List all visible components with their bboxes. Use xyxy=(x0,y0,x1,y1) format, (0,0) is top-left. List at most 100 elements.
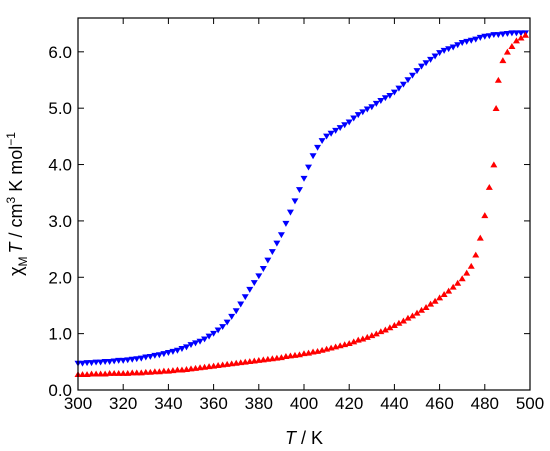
data-point xyxy=(413,68,421,75)
x-tick-label: 320 xyxy=(109,394,137,413)
data-point xyxy=(110,358,118,365)
data-point xyxy=(449,44,457,51)
data-point xyxy=(517,30,525,37)
data-point xyxy=(119,357,127,364)
data-point xyxy=(219,324,227,331)
data-point xyxy=(458,275,466,282)
data-point xyxy=(476,234,484,241)
data-point xyxy=(323,133,331,140)
data-point xyxy=(399,81,407,88)
data-point xyxy=(368,332,376,339)
y-tick-label: 1.0 xyxy=(48,325,72,344)
data-point xyxy=(381,326,389,333)
y-axis-title-unit-a: / cm xyxy=(6,203,26,242)
data-point xyxy=(472,251,480,258)
y-axis-title-sub: M xyxy=(16,256,30,266)
data-point xyxy=(440,291,448,297)
data-point xyxy=(418,306,426,313)
data-point xyxy=(372,330,380,337)
data-point xyxy=(268,249,276,256)
data-point xyxy=(237,301,245,308)
data-point xyxy=(119,369,127,376)
data-point xyxy=(508,43,516,49)
data-point xyxy=(169,348,177,355)
data-point xyxy=(83,360,91,367)
data-point xyxy=(115,369,123,376)
data-point xyxy=(327,130,335,137)
data-point xyxy=(512,37,520,44)
data-point xyxy=(418,63,426,70)
data-point xyxy=(146,353,154,360)
data-point xyxy=(128,356,136,363)
data-point xyxy=(363,106,371,113)
data-point xyxy=(499,31,507,38)
data-point xyxy=(345,340,353,347)
data-point xyxy=(341,122,349,129)
data-point xyxy=(481,33,489,40)
data-point xyxy=(377,98,385,105)
data-point xyxy=(463,38,471,45)
x-axis-ticks: 300 320 340 360 380 400 420 440 460 480 500 xyxy=(64,18,544,413)
data-point xyxy=(408,72,416,79)
data-point xyxy=(214,327,222,334)
data-point xyxy=(182,344,190,351)
blue-series xyxy=(74,30,529,367)
data-point xyxy=(454,42,462,49)
data-point xyxy=(332,127,340,134)
data-point xyxy=(404,314,412,321)
data-point xyxy=(142,354,150,361)
y-tick-label: 6.0 xyxy=(48,43,72,62)
x-tick-label: 440 xyxy=(380,394,408,413)
y-tick-label: 5.0 xyxy=(48,99,72,118)
y-axis-title-chi: χ xyxy=(6,266,26,276)
data-point xyxy=(92,359,100,366)
data-point xyxy=(106,359,114,365)
data-point xyxy=(264,257,272,264)
data-point xyxy=(399,317,407,324)
y-tick-label: 3.0 xyxy=(48,212,72,231)
x-tick-label: 500 xyxy=(516,394,544,413)
data-point xyxy=(490,32,498,39)
y-axis-ticks: 0.0 1.0 2.0 3.0 4.0 5.0 6.0 xyxy=(48,43,530,400)
x-tick-label: 480 xyxy=(471,394,499,413)
data-point xyxy=(467,262,475,269)
data-point xyxy=(133,356,141,363)
data-point xyxy=(151,368,159,375)
data-point xyxy=(390,89,398,96)
data-point xyxy=(440,47,448,54)
data-point xyxy=(386,324,394,331)
x-tick-label: 420 xyxy=(335,394,363,413)
data-point xyxy=(492,105,500,111)
data-point xyxy=(350,115,358,122)
data-point xyxy=(160,367,168,374)
data-point xyxy=(445,287,453,294)
data-point xyxy=(386,92,394,99)
data-point xyxy=(101,359,109,365)
data-point xyxy=(449,283,457,290)
data-point xyxy=(205,333,213,340)
data-point xyxy=(472,36,480,43)
data-point xyxy=(282,220,290,227)
data-point xyxy=(115,357,123,364)
data-point xyxy=(79,371,87,378)
data-point xyxy=(490,161,498,168)
data-point xyxy=(494,32,502,39)
data-point xyxy=(503,30,511,37)
data-point xyxy=(427,56,435,63)
data-point xyxy=(210,330,218,337)
data-point xyxy=(97,359,105,366)
data-point xyxy=(160,351,168,358)
data-point xyxy=(463,269,471,276)
y-axis-title: χMT / cm3 K mol−1 xyxy=(4,132,30,276)
data-point xyxy=(485,33,493,40)
data-point xyxy=(354,112,362,119)
data-point xyxy=(232,308,240,315)
data-point xyxy=(273,240,281,247)
data-point xyxy=(436,50,444,57)
data-point xyxy=(359,109,367,116)
x-tick-label: 460 xyxy=(425,394,453,413)
data-point xyxy=(390,322,398,328)
data-point xyxy=(350,338,358,345)
data-point xyxy=(336,125,344,132)
data-point xyxy=(454,279,462,286)
